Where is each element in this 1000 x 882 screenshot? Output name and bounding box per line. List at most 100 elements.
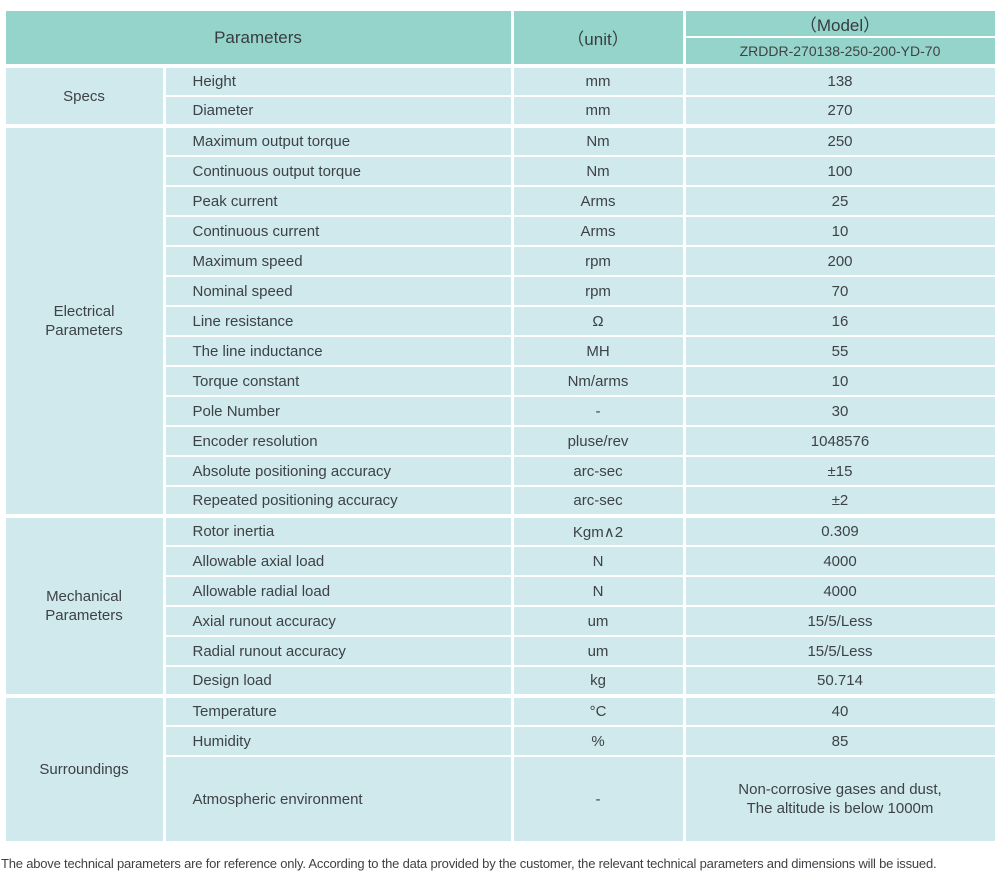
unit-cell: rpm bbox=[510, 245, 686, 277]
param-cell: Humidity bbox=[162, 725, 514, 757]
param-cell: Nominal speed bbox=[162, 275, 514, 307]
param-cell: Encoder resolution bbox=[162, 425, 514, 457]
group-label-mechanical: Mechanical Parameters bbox=[2, 514, 166, 697]
unit-cell: Nm/arms bbox=[510, 365, 686, 397]
spec-sheet-page: Parameters （unit） （Model） ZRDDR-270138-2… bbox=[0, 9, 1000, 882]
param-cell: Design load bbox=[162, 665, 514, 697]
table-row: Allowable axial load N 4000 bbox=[4, 545, 998, 577]
param-cell: Temperature bbox=[162, 694, 514, 727]
table-row: The line inductance MH 55 bbox=[4, 335, 998, 367]
unit-cell: um bbox=[510, 605, 686, 637]
group-label-text: Electrical Parameters bbox=[45, 303, 123, 339]
table-header: Parameters （unit） （Model） ZRDDR-270138-2… bbox=[2, 9, 998, 67]
footer-note: The above technical parameters are for r… bbox=[1, 856, 937, 871]
param-cell: Diameter bbox=[162, 95, 514, 127]
table-row: Radial runout accuracy um 15/5/Less bbox=[4, 635, 998, 667]
value-cell: 0.309 bbox=[682, 514, 998, 547]
table-row: Allowable radial load N 4000 bbox=[4, 575, 998, 607]
value-cell: 138 bbox=[682, 64, 998, 97]
unit-cell: MH bbox=[510, 335, 686, 367]
group-label-text: Specs bbox=[63, 87, 105, 105]
table-row: Electrical Parameters Maximum output tor… bbox=[2, 124, 998, 517]
unit-cell: Arms bbox=[510, 215, 686, 247]
unit-cell: kg bbox=[510, 665, 686, 697]
param-cell: Continuous output torque bbox=[162, 155, 514, 187]
param-cell: Maximum speed bbox=[162, 245, 514, 277]
table-row: Absolute positioning accuracy arc-sec ±1… bbox=[4, 455, 998, 487]
table-row: Maximum speed rpm 200 bbox=[4, 245, 998, 277]
group-label-surroundings: Surroundings bbox=[2, 694, 166, 843]
value-cell: 4000 bbox=[682, 545, 998, 577]
unit-cell: mm bbox=[510, 95, 686, 127]
value-cell: 30 bbox=[682, 395, 998, 427]
value-cell: 15/5/Less bbox=[682, 635, 998, 667]
value-cell: 250 bbox=[682, 124, 998, 157]
table-row: Repeated positioning accuracy arc-sec ±2 bbox=[4, 485, 998, 517]
model-number: ZRDDR-270138-250-200-YD-70 bbox=[682, 36, 998, 67]
value-cell: 15/5/Less bbox=[682, 605, 998, 637]
table-row: Nominal speed rpm 70 bbox=[4, 275, 998, 307]
unit-cell: % bbox=[510, 725, 686, 757]
value-cell: ±2 bbox=[682, 485, 998, 517]
unit-cell: um bbox=[510, 635, 686, 667]
unit-cell: pluse/rev bbox=[510, 425, 686, 457]
param-cell: Absolute positioning accuracy bbox=[162, 455, 514, 487]
value-cell: 85 bbox=[682, 725, 998, 757]
table-row: Atmospheric environment - Non-corrosive … bbox=[4, 755, 998, 843]
unit-cell: Kgm∧2 bbox=[510, 514, 686, 547]
unit-cell: arc-sec bbox=[510, 485, 686, 517]
table-row: Axial runout accuracy um 15/5/Less bbox=[4, 605, 998, 637]
param-cell: Axial runout accuracy bbox=[162, 605, 514, 637]
table-row: Humidity % 85 bbox=[4, 725, 998, 757]
unit-cell: - bbox=[510, 755, 686, 843]
header-row-2: ZRDDR-270138-250-200-YD-70 bbox=[4, 36, 998, 67]
unit-cell: Nm bbox=[510, 124, 686, 157]
unit-header: （unit） bbox=[510, 9, 686, 67]
unit-cell: - bbox=[510, 395, 686, 427]
table-row: Design load kg 50.714 bbox=[4, 665, 998, 697]
unit-cell: N bbox=[510, 545, 686, 577]
param-cell: Radial runout accuracy bbox=[162, 635, 514, 667]
param-cell: Peak current bbox=[162, 185, 514, 217]
value-cell: 10 bbox=[682, 215, 998, 247]
param-cell: Allowable axial load bbox=[162, 545, 514, 577]
table-row: Mechanical Parameters Rotor inertia Kgm∧… bbox=[2, 514, 998, 697]
unit-cell: arc-sec bbox=[510, 455, 686, 487]
unit-cell: Ω bbox=[510, 305, 686, 337]
table-row: Peak current Arms 25 bbox=[4, 185, 998, 217]
table-row: Diameter mm 270 bbox=[4, 95, 998, 127]
unit-cell: Nm bbox=[510, 155, 686, 187]
value-cell: Non-corrosive gases and dust, The altitu… bbox=[682, 755, 998, 843]
param-cell: Line resistance bbox=[162, 305, 514, 337]
value-cell: 70 bbox=[682, 275, 998, 307]
model-header: （Model） bbox=[682, 9, 998, 38]
value-cell: 16 bbox=[682, 305, 998, 337]
param-cell: Allowable radial load bbox=[162, 575, 514, 607]
param-cell: Rotor inertia bbox=[162, 514, 514, 547]
parameters-header: Parameters bbox=[2, 9, 514, 67]
spec-table: Parameters （unit） （Model） ZRDDR-270138-2… bbox=[2, 9, 998, 843]
param-cell: Pole Number bbox=[162, 395, 514, 427]
table-row: Pole Number - 30 bbox=[4, 395, 998, 427]
table-row: Continuous output torque Nm 100 bbox=[4, 155, 998, 187]
value-cell: 1048576 bbox=[682, 425, 998, 457]
value-cell: 25 bbox=[682, 185, 998, 217]
table-row: Encoder resolution pluse/rev 1048576 bbox=[4, 425, 998, 457]
value-cell: 200 bbox=[682, 245, 998, 277]
value-cell: 270 bbox=[682, 95, 998, 127]
table-row: Surroundings Temperature °C 40 bbox=[2, 694, 998, 843]
param-cell: Continuous current bbox=[162, 215, 514, 247]
group-label-text: Mechanical Parameters bbox=[45, 588, 123, 624]
table-row: Specs Height mm 138 bbox=[2, 64, 998, 127]
unit-cell: °C bbox=[510, 694, 686, 727]
table-row: Continuous current Arms 10 bbox=[4, 215, 998, 247]
value-cell: 10 bbox=[682, 365, 998, 397]
table-row: Line resistance Ω 16 bbox=[4, 305, 998, 337]
unit-cell: rpm bbox=[510, 275, 686, 307]
value-cell: 100 bbox=[682, 155, 998, 187]
table-row: Torque constant Nm/arms 10 bbox=[4, 365, 998, 397]
value-cell: ±15 bbox=[682, 455, 998, 487]
param-cell: Atmospheric environment bbox=[162, 755, 514, 843]
param-cell: Torque constant bbox=[162, 365, 514, 397]
group-label-electrical: Electrical Parameters bbox=[2, 124, 166, 517]
